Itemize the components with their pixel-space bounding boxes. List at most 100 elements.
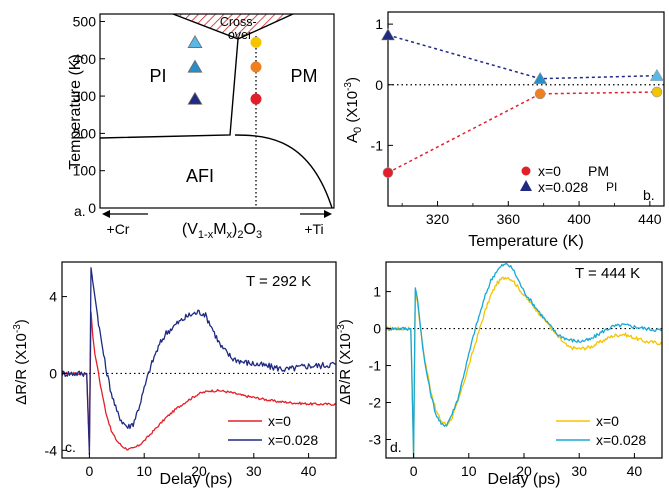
region-pm: PM — [291, 66, 318, 86]
a-yaxis: 0 100 200 300 400 500 — [73, 13, 105, 216]
b-point-pi — [533, 71, 548, 84]
panel-c: 0 10 20 30 40 -4 0 4 Delay (ps) ΔR/R (X10-3) T… — [12, 261, 337, 488]
b-ytick-label: -1 — [371, 137, 384, 153]
xtick-label: 20 — [516, 463, 532, 479]
b-xtick-label: 360 — [497, 211, 521, 227]
ytick-label: 0 — [373, 321, 381, 337]
b-point-pi — [380, 28, 396, 41]
b-xtick-label: 400 — [567, 211, 591, 227]
b-point-pm — [382, 167, 394, 178]
b-xlabel: Temperature (K) — [468, 233, 584, 250]
panel-label-a: a. — [74, 203, 86, 219]
mit-boundary-right — [237, 14, 294, 40]
pi-triangle-marker — [187, 59, 203, 73]
c-annotation: T = 292 K — [246, 273, 311, 290]
ytick-label: -4 — [45, 442, 58, 458]
ytick-label: -3 — [369, 432, 382, 448]
legend-x0-text-d: x=0 — [596, 413, 619, 429]
d-xaxis: 0 10 20 30 40 — [410, 453, 643, 479]
b-yaxis: -1 0 1 — [371, 16, 393, 153]
x-left-label: +Cr — [107, 221, 130, 237]
c-legend: x=0 x=0.028 — [228, 413, 318, 448]
b-point-pm — [534, 88, 546, 100]
pi-triangle-marker — [187, 35, 203, 48]
region-pi: PI — [149, 66, 166, 86]
panel-c-frame — [61, 261, 337, 459]
pm-circle-marker — [250, 36, 262, 48]
xtick-label: 20 — [191, 463, 207, 479]
c-xlabel: Delay (ps) — [160, 471, 233, 488]
d-series — [386, 262, 662, 458]
xtick-label: 40 — [301, 463, 317, 479]
x-right-label: +Ti — [304, 221, 323, 237]
ytick-label: -1 — [369, 358, 382, 374]
d-xlabel: Delay (ps) — [488, 471, 561, 488]
b-ylabel: A0 (X10-3) — [343, 77, 364, 143]
trace-line — [62, 311, 336, 451]
b-series-line — [387, 91, 657, 174]
legend-marker-x028 — [520, 180, 532, 191]
c-xaxis: 0 10 20 30 40 — [86, 453, 317, 479]
composition-axis: +Cr +Ti (V1-xMx)2O3 — [102, 210, 332, 241]
ytick-label: 4 — [49, 289, 57, 305]
b-xtick-label: 440 — [638, 211, 662, 227]
mit-boundary-left — [100, 14, 239, 139]
xtick-label: 30 — [246, 463, 262, 479]
trace-line — [62, 267, 336, 455]
legend-x0-text: x=0 — [268, 413, 291, 429]
region-crossover: Cross- over — [220, 15, 260, 42]
c-ylabel: ΔR/R (X10-3) — [12, 319, 30, 405]
composition-label: (V1-xMx)2O3 — [182, 221, 262, 241]
b-series-line — [387, 34, 657, 80]
a-markers — [187, 35, 262, 105]
c-yaxis: -4 0 4 — [45, 289, 67, 458]
ytick-label: -2 — [369, 395, 382, 411]
panel-a: 0 100 200 300 400 500 Temperature (K) PI PM A… — [67, 13, 335, 241]
pm-circle-marker — [250, 61, 262, 73]
panel-a-frame — [99, 13, 335, 209]
trace-line — [386, 262, 662, 458]
panel-label-b: b. — [643, 187, 655, 203]
a-ytick-label: 200 — [73, 125, 97, 141]
d-annotation: T = 444 K — [575, 265, 640, 282]
legend-x028-phase: PI — [606, 180, 617, 194]
d-ylabel: ΔR/R (X10-3) — [336, 319, 354, 405]
legend-x0-phase: PM — [588, 163, 609, 179]
a-ylabel: Temperature (K) — [67, 54, 84, 170]
b-point-pi — [649, 68, 664, 81]
trace-line — [386, 276, 662, 455]
a-ytick-label: 300 — [73, 88, 97, 104]
legend-x0-label: x=0 — [538, 163, 561, 179]
panel-b: 320 360 400 440 -1 0 1 Temperature (K) A0 (X1… — [343, 11, 665, 250]
legend-x028-text: x=0.028 — [268, 432, 318, 448]
b-xtick-label: 320 — [426, 211, 450, 227]
legend-marker-x0 — [521, 166, 531, 176]
ytick-label: 1 — [373, 284, 381, 300]
xtick-label: 10 — [461, 463, 477, 479]
xtick-label: 10 — [136, 463, 152, 479]
a-ytick-label: 500 — [73, 13, 97, 29]
pi-triangle-marker — [187, 91, 203, 105]
b-xaxis: 320 360 400 440 — [401, 201, 662, 227]
b-ytick-label: 0 — [375, 77, 383, 93]
xtick-label: 40 — [627, 463, 643, 479]
legend-x028-text-d: x=0.028 — [596, 432, 646, 448]
b-series — [380, 28, 664, 178]
d-legend: x=0 x=0.028 — [556, 413, 646, 448]
xtick-label: 30 — [571, 463, 587, 479]
b-ytick-label: 1 — [375, 16, 383, 32]
d-yaxis: -3 -2 -1 0 1 — [369, 284, 391, 448]
crossover-region — [173, 14, 293, 39]
afi-boundary — [234, 134, 333, 208]
b-point-pm — [651, 86, 663, 98]
a-ytick-label: 400 — [73, 51, 97, 67]
panel-label-c: c. — [65, 439, 76, 455]
xtick-label: 0 — [410, 463, 418, 479]
c-series — [62, 267, 336, 455]
b-legend: x=0 PM x=0.028 PI — [520, 163, 617, 195]
panel-label-d: d. — [390, 439, 402, 455]
region-afi: AFI — [186, 166, 214, 186]
pm-circle-marker — [250, 93, 262, 105]
panel-d: 0 10 20 30 40 -3 -2 -1 0 1 Delay (ps) ΔR/R (X10-… — [336, 261, 663, 488]
